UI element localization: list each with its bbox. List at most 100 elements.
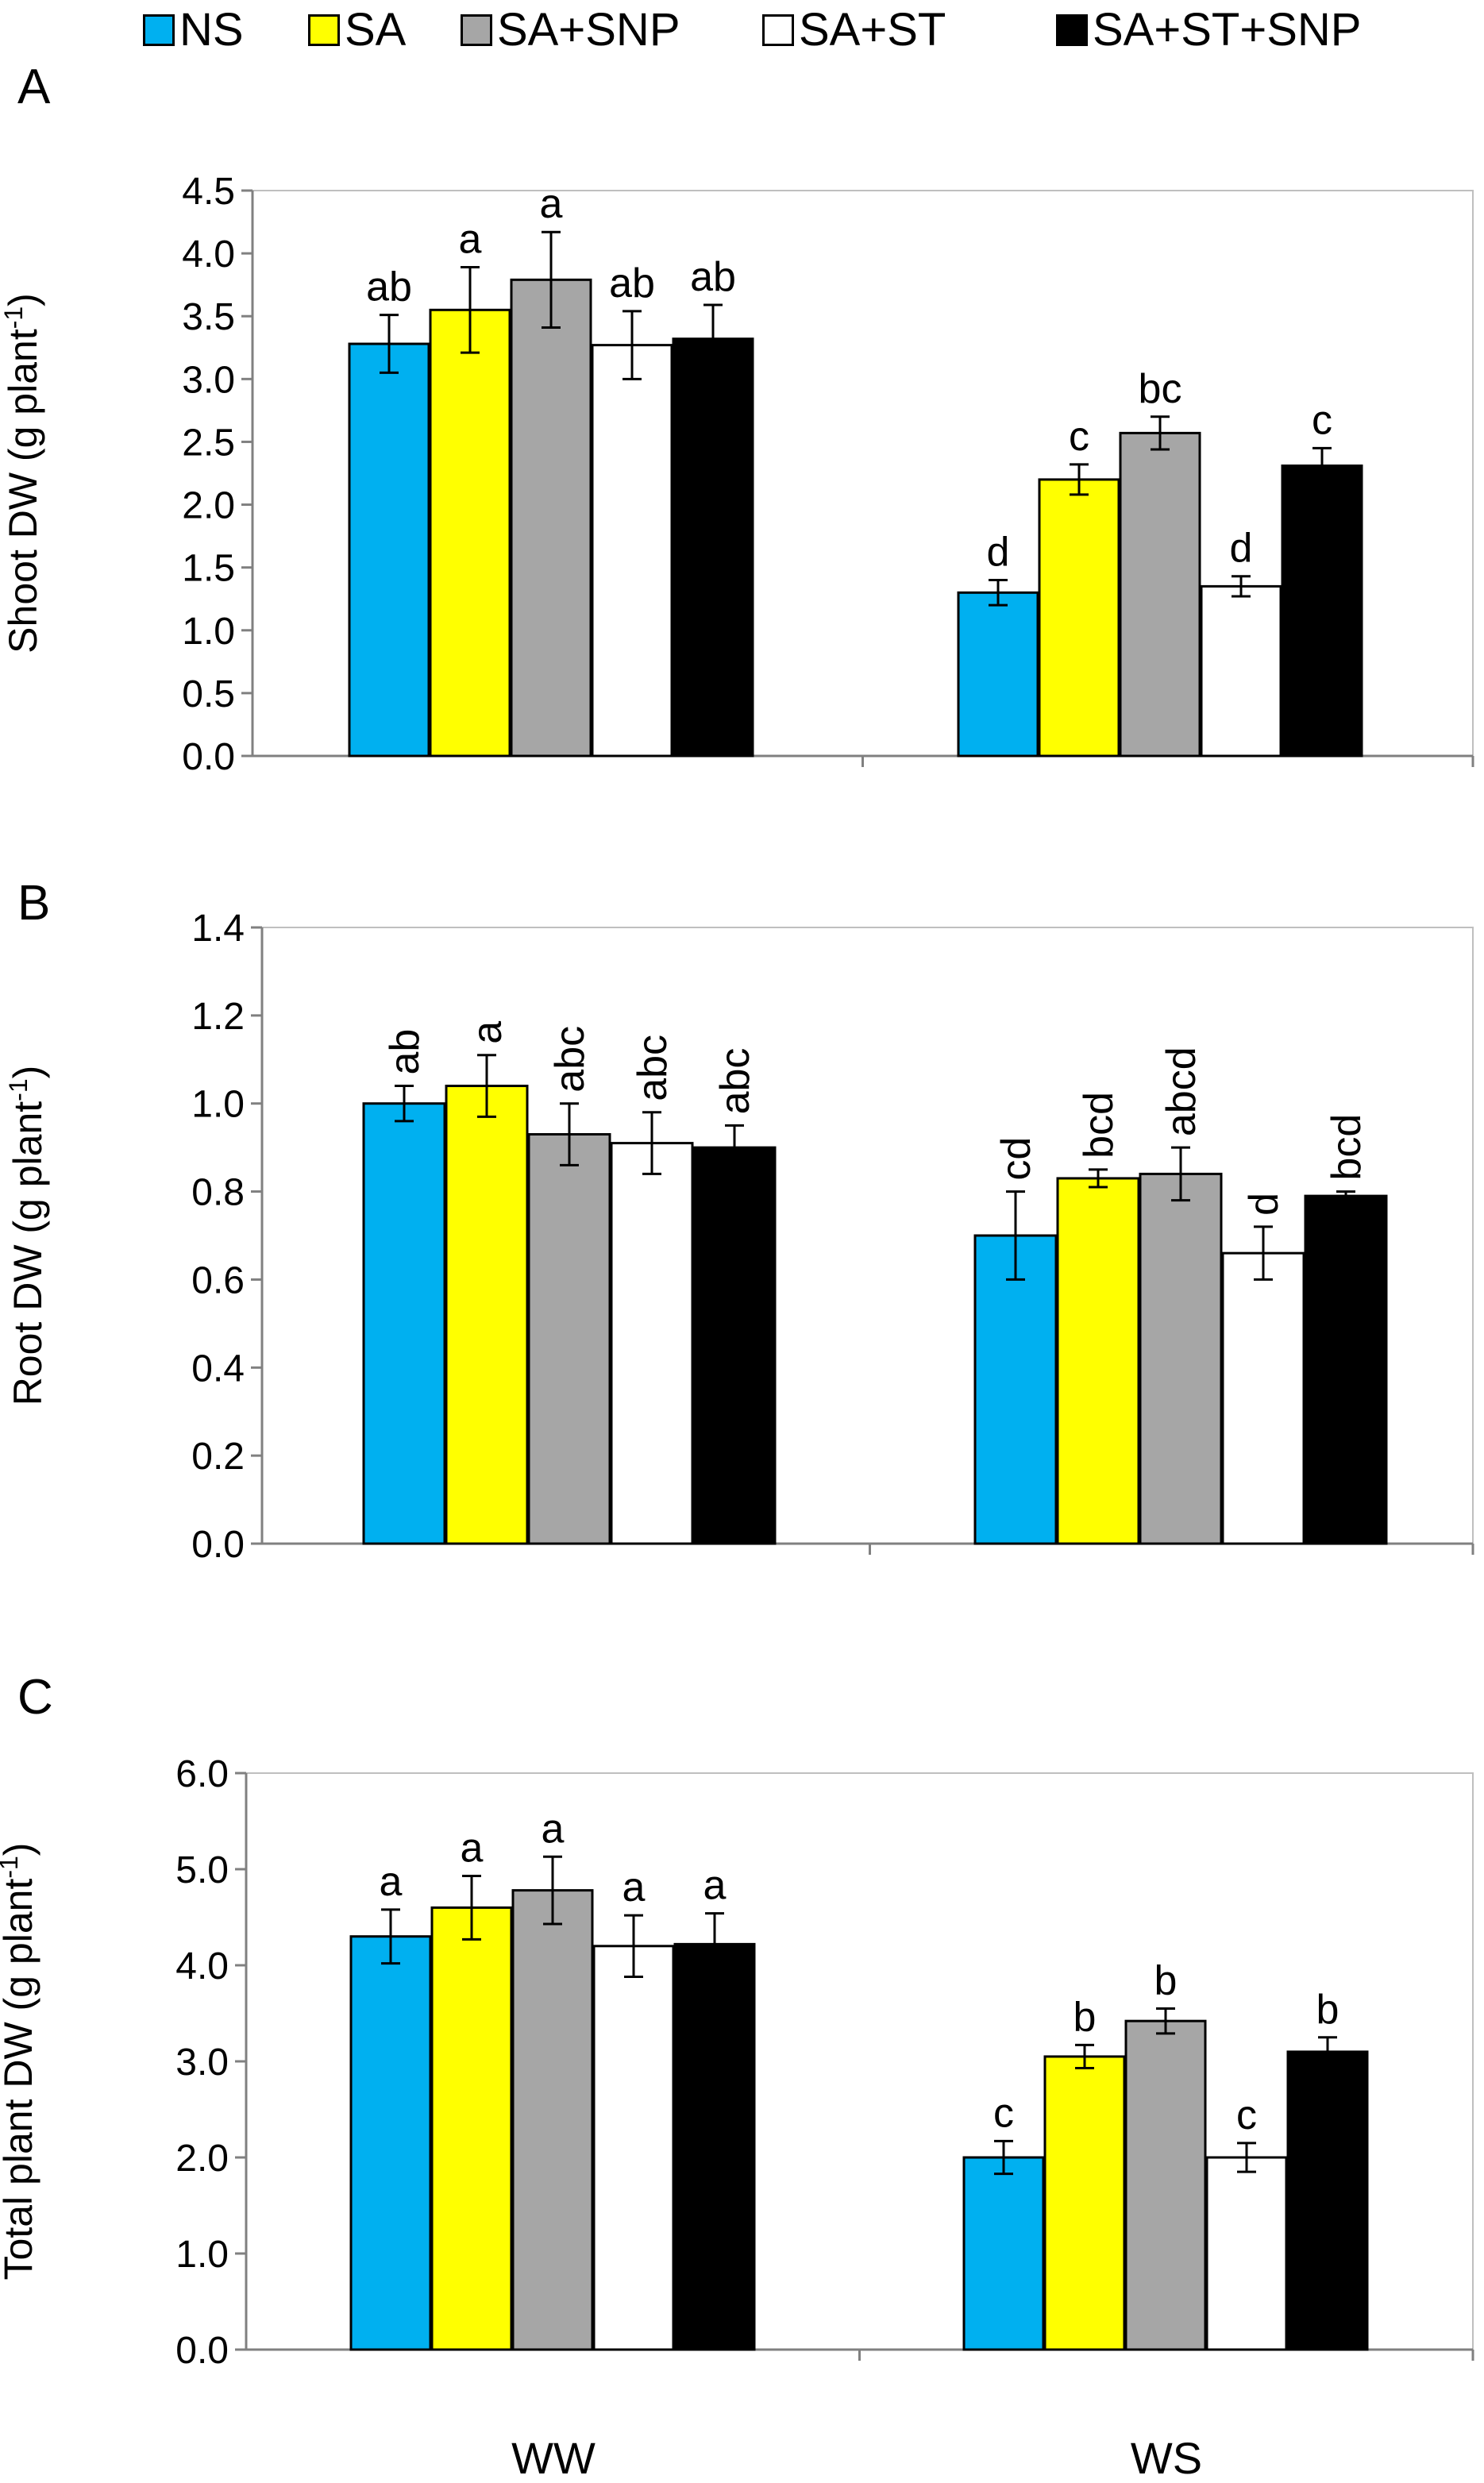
bar-ns-ww bbox=[348, 342, 430, 758]
y-tick-label: 4.5 bbox=[182, 171, 235, 213]
error-bar bbox=[380, 314, 399, 374]
y-tick-label: 1.0 bbox=[182, 611, 235, 653]
bar-sa-st-ws bbox=[1205, 2156, 1288, 2351]
legend-label-sa-snp: SA+SNP bbox=[497, 4, 680, 56]
legend-item-ns: NS bbox=[143, 6, 244, 54]
significance-label: abc bbox=[712, 1048, 758, 1115]
legend-swatch-sa-snp bbox=[461, 14, 492, 46]
legend-swatch-sa-st-snp bbox=[1056, 14, 1088, 46]
y-tick-label: 3.0 bbox=[175, 2042, 229, 2084]
error-bar bbox=[1156, 2007, 1175, 2035]
chart-panel-c: C 0.0 1.0 2.0 3.0 4.0 5.0 6.0 Total plant DW (g … bbox=[0, 1670, 1474, 2483]
y-tick-label: 3.5 bbox=[182, 296, 235, 338]
panel-letter: A bbox=[17, 60, 51, 114]
bar-sa-snp-ww bbox=[527, 1133, 611, 1545]
error-bar bbox=[703, 303, 723, 374]
error-bar bbox=[560, 1102, 579, 1166]
bar-sa-st-ww bbox=[592, 1945, 675, 2351]
legend-item-sa-st-snp: SA+ST+SNP bbox=[1056, 6, 1361, 54]
bar-sa-st-ww bbox=[610, 1142, 694, 1545]
bar-sa-st-snp-ww bbox=[672, 337, 754, 758]
significance-label: c bbox=[1312, 397, 1332, 443]
chart-panel-a: A 0.0 0.5 1.0 1.5 2.0 2.5 3.0 3.5 4.0 4.5 Shoot DW … bbox=[0, 60, 1474, 778]
y-tick-label: 2.5 bbox=[182, 422, 235, 464]
legend-label-ns: NS bbox=[179, 4, 244, 56]
bar-sa-st-snp-ws bbox=[1281, 465, 1363, 758]
error-bar bbox=[1075, 2043, 1094, 2069]
significance-label: ab bbox=[366, 264, 412, 310]
y-tick-label: 0.0 bbox=[175, 2330, 229, 2372]
chart-panel-b: B 0.0 0.2 0.4 0.6 0.8 1.0 1.2 1.4 Root DW (g plan… bbox=[4, 876, 1474, 1566]
y-tick-label: 1.4 bbox=[191, 908, 245, 950]
bar-sa-snp-ws bbox=[1124, 2019, 1207, 2351]
legend-swatch-sa-st bbox=[762, 14, 794, 46]
significance-label: a bbox=[623, 1864, 646, 1910]
significance-label: a bbox=[703, 1863, 727, 1909]
y-tick-label: 1.0 bbox=[175, 2234, 229, 2276]
error-bar bbox=[1312, 446, 1332, 485]
bar-ns-ww bbox=[349, 1935, 432, 2351]
significance-label: a bbox=[461, 1825, 484, 1871]
panel-letter: B bbox=[17, 876, 50, 931]
error-bar bbox=[1006, 1190, 1025, 1281]
error-bar bbox=[542, 230, 561, 329]
bar-sa-ww bbox=[430, 1906, 513, 2351]
error-bar bbox=[1237, 2142, 1256, 2173]
significance-label: d bbox=[1230, 526, 1253, 572]
error-bar bbox=[462, 1874, 481, 1941]
error-bar bbox=[1232, 575, 1251, 598]
legend-label-sa-st-snp: SA+ST+SNP bbox=[1093, 4, 1362, 56]
y-tick-label: 0.6 bbox=[191, 1259, 245, 1301]
error-bar bbox=[624, 1914, 643, 1979]
bar-ns-ws bbox=[973, 1234, 1058, 1545]
legend-swatch-sa bbox=[308, 14, 340, 46]
error-bar bbox=[1254, 1225, 1273, 1281]
significance-label: d bbox=[1241, 1193, 1287, 1216]
y-tick-label: 4.0 bbox=[182, 233, 235, 276]
bar-sa-ws bbox=[1038, 478, 1120, 758]
significance-label: a bbox=[464, 1021, 511, 1044]
error-bar bbox=[461, 266, 480, 354]
significance-label: c bbox=[1236, 2092, 1257, 2138]
bar-sa-st-ww bbox=[591, 344, 673, 758]
significance-label: bcd bbox=[1076, 1092, 1122, 1159]
legend-item-sa-st: SA+ST bbox=[762, 6, 946, 54]
error-bar bbox=[395, 1085, 414, 1123]
significance-label: ab bbox=[382, 1029, 428, 1075]
y-axis-title: Root DW (g plant-1) bbox=[4, 1066, 50, 1406]
y-tick-label: 1.0 bbox=[191, 1084, 245, 1126]
bar-sa-snp-ww bbox=[510, 278, 592, 758]
error-bar bbox=[1070, 463, 1089, 496]
error-bar bbox=[477, 1054, 496, 1118]
significance-label: a bbox=[542, 1806, 565, 1852]
y-tick-label: 0.2 bbox=[191, 1436, 245, 1478]
y-axis-title: Total plant DW (g plant-1) bbox=[0, 1843, 40, 2281]
y-tick-label: 0.0 bbox=[191, 1524, 245, 1566]
bar-ns-ws bbox=[962, 2156, 1045, 2351]
y-tick-label: 3.0 bbox=[182, 359, 235, 401]
significance-label: b bbox=[1073, 1994, 1097, 2040]
bar-ns-ws bbox=[957, 591, 1039, 758]
significance-label: abc bbox=[630, 1035, 676, 1101]
bar-sa-st-ws bbox=[1221, 1251, 1305, 1545]
legend-label-sa-st: SA+ST bbox=[799, 4, 946, 56]
bar-sa-snp-ws bbox=[1139, 1172, 1223, 1545]
legend-item-sa-snp: SA+SNP bbox=[461, 6, 680, 54]
error-bar bbox=[543, 1855, 562, 1926]
legend-swatch-ns bbox=[143, 14, 175, 46]
error-bar bbox=[642, 1111, 661, 1175]
significance-label: d bbox=[987, 529, 1010, 575]
bar-sa-st-ws bbox=[1200, 584, 1282, 758]
significance-label: b bbox=[1154, 1957, 1178, 2003]
bar-sa-ww bbox=[445, 1085, 529, 1545]
legend-item-sa: SA bbox=[308, 6, 406, 54]
bar-sa-ws bbox=[1043, 2055, 1126, 2351]
y-tick-label: 0.8 bbox=[191, 1172, 245, 1214]
bar-sa-ws bbox=[1056, 1177, 1140, 1545]
error-bar bbox=[1336, 1190, 1355, 1202]
x-category-label-ws: WS bbox=[1131, 2433, 1202, 2483]
significance-label: bcd bbox=[1324, 1114, 1370, 1181]
significance-label: abcd bbox=[1158, 1047, 1205, 1136]
significance-label: cd bbox=[993, 1137, 1039, 1181]
error-bar bbox=[623, 310, 642, 380]
